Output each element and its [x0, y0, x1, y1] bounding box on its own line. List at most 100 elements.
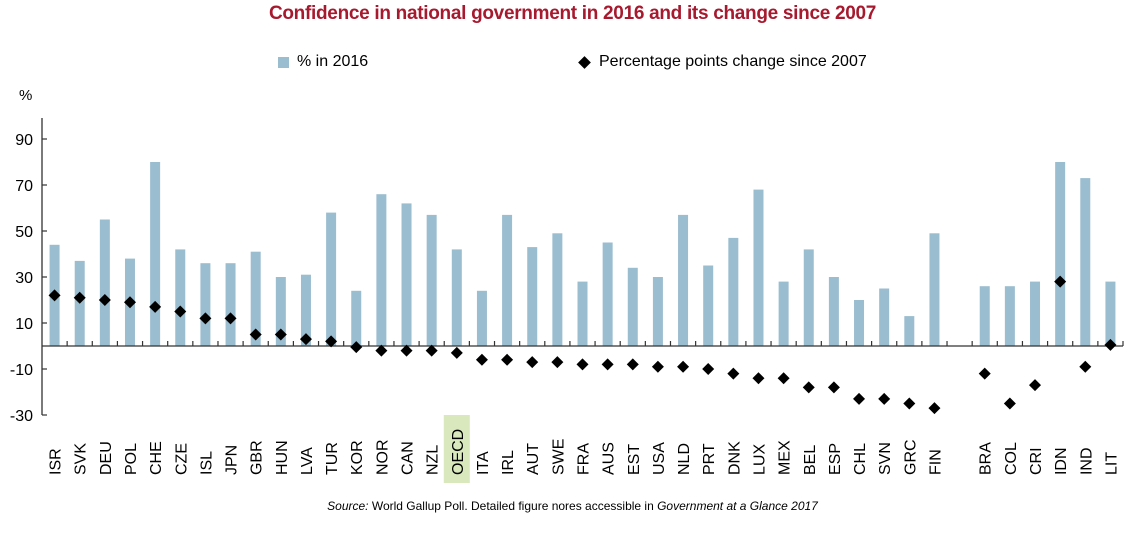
bar-gbr [250, 251, 261, 346]
bar-ind [1080, 178, 1091, 346]
bar-chl [854, 300, 865, 346]
marker-chl [853, 392, 866, 405]
bar-mex [778, 281, 789, 346]
marker-fin [928, 402, 941, 415]
marker-hun [274, 328, 287, 341]
marker-nor [375, 344, 388, 357]
oecd-label-highlight [443, 415, 470, 483]
category-label-swe: SWE [550, 439, 567, 475]
marker-irl [501, 353, 514, 366]
chart-title: Confidence in national government in 201… [268, 3, 877, 24]
category-label-ind: IND [1078, 447, 1095, 475]
marker-aus [601, 358, 614, 371]
marker-kor [350, 341, 363, 354]
category-label-kor: KOR [349, 440, 366, 475]
bar-hun [275, 277, 286, 346]
bar-prt [703, 265, 714, 346]
category-label-lux: LUX [751, 444, 768, 475]
bar-tur [326, 212, 337, 346]
bar-dnk [728, 237, 739, 346]
marker-usa [651, 360, 664, 373]
category-label-chl: CHL [852, 443, 869, 475]
bar-nzl [426, 214, 437, 346]
category-label-svn: SVN [877, 442, 894, 475]
marker-nld [677, 360, 690, 373]
category-label-esp: ESP [827, 443, 844, 475]
marker-col [1003, 397, 1016, 410]
marker-che [149, 300, 162, 313]
category-label-bra: BRA [978, 442, 995, 475]
bar-can [401, 203, 412, 346]
bar-usa [652, 277, 663, 346]
legend: % in 2016 Percentage points change since… [0, 53, 1145, 77]
marker-svk [73, 291, 86, 304]
marker-svn [878, 392, 891, 405]
marker-grc [903, 397, 916, 410]
bar-cze [175, 249, 186, 346]
bar-est [627, 267, 638, 346]
category-label-jpn: JPN [224, 445, 241, 475]
bar-che [150, 162, 161, 346]
marker-cze [174, 305, 187, 318]
bar-kor [351, 290, 362, 346]
category-label-nld: NLD [676, 443, 693, 475]
bar-nor [376, 194, 387, 346]
marker-gbr [249, 328, 262, 341]
category-label-aus: AUS [601, 442, 618, 475]
legend-item-markers: Percentage points change since 2007 [578, 53, 867, 71]
category-label-irl: IRL [500, 450, 517, 475]
bar-aut [527, 247, 538, 346]
category-label-lva: LVA [299, 447, 316, 475]
marker-esp [827, 381, 840, 394]
category-label-can: CAN [400, 441, 417, 475]
category-label-tur: TUR [324, 442, 341, 475]
marker-dnk [727, 367, 740, 380]
marker-can [400, 344, 413, 357]
category-label-gbr: GBR [249, 440, 266, 475]
marker-fra [576, 358, 589, 371]
marker-swe [551, 356, 564, 369]
y-tick-label: -30 [10, 408, 33, 425]
category-label-ita: ITA [475, 451, 492, 475]
marker-mex [777, 372, 790, 385]
marker-oecd [450, 346, 463, 359]
y-tick-label: -10 [10, 362, 33, 379]
category-label-oecd: OECD [450, 429, 467, 475]
marker-cri [1029, 379, 1042, 392]
legend-item-bars: % in 2016 [278, 53, 368, 71]
category-label-pol: POL [123, 443, 140, 475]
marker-prt [702, 363, 715, 375]
category-label-est: EST [626, 444, 643, 475]
category-label-isr: ISR [48, 448, 65, 475]
legend-marker-label: Percentage points change since 2007 [599, 53, 867, 70]
category-label-col: COL [1003, 442, 1020, 475]
marker-isr [48, 289, 61, 302]
bar-fin [929, 233, 940, 346]
marker-bel [802, 381, 815, 394]
marker-lux [752, 372, 765, 385]
bar-cri [1030, 281, 1041, 346]
bar-idn [1055, 162, 1066, 346]
bar-bra [979, 286, 990, 346]
category-label-isl: ISL [198, 451, 215, 475]
source-note: Source: World Gallup Poll. Detailed figu… [0, 499, 1145, 513]
category-label-cze: CZE [173, 443, 190, 475]
category-label-fin: FIN [927, 449, 944, 475]
marker-bra [978, 367, 991, 380]
marker-nzl [425, 344, 438, 357]
marker-lva [299, 333, 312, 346]
category-label-nzl: NZL [425, 445, 442, 475]
marker-jpn [224, 312, 237, 325]
bar-nld [678, 214, 689, 346]
category-label-bel: BEL [802, 445, 819, 475]
bar-fra [577, 281, 588, 346]
category-label-idn: IDN [1053, 447, 1070, 475]
category-label-cri: CRI [1028, 447, 1045, 475]
bar-swatch-icon [278, 56, 289, 68]
marker-idn [1054, 275, 1067, 288]
category-label-hun: HUN [274, 440, 291, 475]
marker-ita [475, 353, 488, 366]
bar-isl [200, 263, 211, 346]
source-prefix: Source: [327, 499, 369, 513]
